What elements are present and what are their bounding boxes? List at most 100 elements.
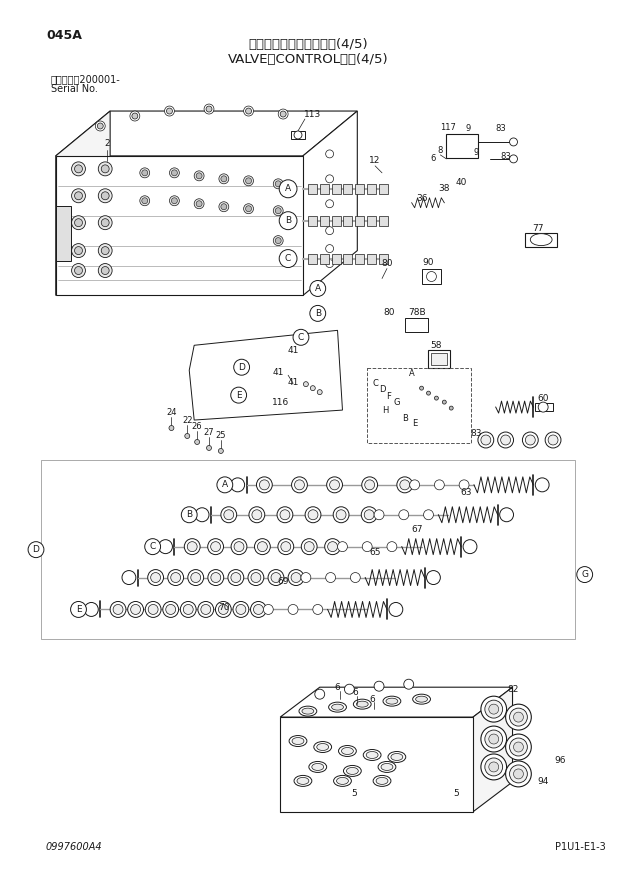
- Circle shape: [84, 602, 99, 616]
- Bar: [355, 184, 364, 194]
- Bar: [428, 350, 450, 368]
- Circle shape: [185, 434, 190, 438]
- Ellipse shape: [347, 767, 358, 774]
- Ellipse shape: [187, 541, 197, 552]
- Circle shape: [513, 769, 523, 779]
- Circle shape: [513, 742, 523, 752]
- Bar: [367, 216, 376, 226]
- Text: B: B: [186, 510, 192, 519]
- Circle shape: [140, 168, 149, 178]
- Text: 9: 9: [466, 125, 471, 134]
- Ellipse shape: [313, 604, 322, 615]
- Ellipse shape: [329, 702, 347, 712]
- Ellipse shape: [378, 761, 396, 773]
- Circle shape: [244, 175, 254, 186]
- Ellipse shape: [302, 708, 314, 714]
- Circle shape: [463, 540, 477, 553]
- Circle shape: [217, 477, 232, 493]
- Circle shape: [485, 730, 503, 748]
- Ellipse shape: [248, 569, 264, 586]
- Ellipse shape: [312, 764, 324, 771]
- Ellipse shape: [221, 506, 237, 523]
- Circle shape: [71, 189, 86, 203]
- Ellipse shape: [291, 573, 301, 582]
- Ellipse shape: [365, 480, 374, 490]
- Circle shape: [71, 162, 86, 175]
- Circle shape: [326, 175, 334, 182]
- Circle shape: [489, 762, 498, 772]
- Circle shape: [545, 432, 561, 448]
- Circle shape: [275, 237, 281, 244]
- Text: 38: 38: [438, 184, 450, 193]
- Ellipse shape: [309, 761, 327, 773]
- Text: 116: 116: [272, 397, 289, 407]
- Text: F: F: [386, 392, 391, 401]
- Text: 適用号機　200001-: 適用号機 200001-: [51, 74, 120, 84]
- Polygon shape: [280, 687, 513, 717]
- Text: 8: 8: [438, 147, 443, 155]
- Circle shape: [478, 432, 494, 448]
- Circle shape: [101, 219, 109, 227]
- Circle shape: [326, 259, 334, 267]
- Circle shape: [374, 681, 384, 691]
- Text: 96: 96: [554, 757, 565, 766]
- Circle shape: [194, 199, 204, 209]
- Ellipse shape: [208, 539, 223, 554]
- Ellipse shape: [343, 766, 361, 776]
- Ellipse shape: [128, 601, 143, 617]
- Text: 78B: 78B: [408, 308, 425, 317]
- Text: 9: 9: [473, 148, 479, 157]
- Circle shape: [317, 389, 322, 395]
- Text: B: B: [315, 309, 321, 318]
- Bar: [320, 253, 329, 264]
- Text: H: H: [382, 406, 388, 415]
- Circle shape: [172, 198, 177, 203]
- Circle shape: [246, 206, 252, 212]
- Circle shape: [246, 108, 252, 114]
- Ellipse shape: [314, 741, 332, 753]
- Bar: [56, 156, 303, 295]
- Ellipse shape: [231, 539, 247, 554]
- Circle shape: [206, 445, 211, 450]
- Ellipse shape: [168, 569, 184, 586]
- Text: 65: 65: [370, 548, 381, 557]
- Ellipse shape: [530, 234, 552, 245]
- Circle shape: [513, 712, 523, 722]
- Ellipse shape: [361, 506, 377, 523]
- Text: G: G: [394, 397, 400, 407]
- Ellipse shape: [184, 604, 193, 615]
- Circle shape: [485, 758, 503, 776]
- Polygon shape: [189, 330, 342, 420]
- Polygon shape: [473, 687, 513, 812]
- Ellipse shape: [208, 569, 224, 586]
- Polygon shape: [56, 111, 357, 156]
- Ellipse shape: [170, 573, 180, 582]
- Ellipse shape: [291, 477, 308, 493]
- Bar: [332, 216, 340, 226]
- Ellipse shape: [326, 573, 335, 582]
- Circle shape: [389, 602, 403, 616]
- Text: 80: 80: [381, 259, 392, 268]
- Ellipse shape: [308, 510, 318, 519]
- Ellipse shape: [356, 701, 368, 707]
- Ellipse shape: [299, 706, 317, 716]
- Ellipse shape: [257, 541, 267, 552]
- Circle shape: [195, 439, 200, 444]
- Circle shape: [74, 165, 82, 173]
- Circle shape: [99, 216, 112, 230]
- Circle shape: [219, 202, 229, 212]
- Circle shape: [303, 382, 308, 387]
- Text: D: D: [379, 385, 385, 394]
- Ellipse shape: [278, 539, 294, 554]
- Circle shape: [500, 508, 513, 522]
- Bar: [308, 216, 317, 226]
- Circle shape: [280, 111, 286, 117]
- Ellipse shape: [391, 753, 403, 760]
- Text: バルブ：コントロール　(4/5): バルブ：コントロール (4/5): [248, 38, 368, 51]
- Text: 36: 36: [416, 195, 427, 203]
- Ellipse shape: [131, 604, 141, 615]
- Circle shape: [95, 121, 105, 131]
- Text: 0997600A4: 0997600A4: [46, 842, 102, 852]
- Ellipse shape: [332, 705, 343, 710]
- Ellipse shape: [361, 477, 378, 493]
